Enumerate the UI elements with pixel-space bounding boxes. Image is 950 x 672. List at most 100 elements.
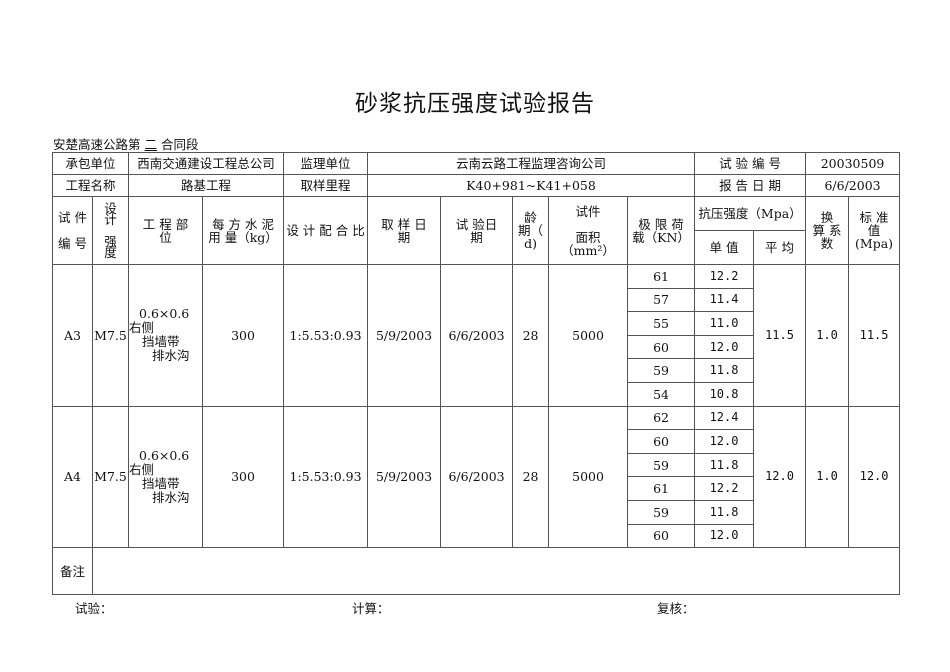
single-strength: 11.4 xyxy=(694,287,755,313)
table-row: 60 12.0 xyxy=(53,334,900,360)
ultimate-load: 60 xyxy=(627,523,696,549)
contractor-label: 承包单位 xyxy=(51,152,130,175)
location-line: 0.6×0.6 xyxy=(139,306,190,322)
specimen-id: A3 xyxy=(52,264,93,407)
header-average: 平 均 xyxy=(753,230,807,265)
single-strength: 11.0 xyxy=(694,311,755,336)
header-test-date: 试 验日 期 xyxy=(440,196,514,265)
ultimate-load: 60 xyxy=(627,429,696,454)
design-grade: M7.5 xyxy=(91,264,130,407)
location-line: 排水沟 xyxy=(152,348,190,364)
project-value: 路基工程 xyxy=(128,174,285,197)
header-mix-ratio: 设 计 配 合 比 xyxy=(283,196,369,265)
header-design-strength: 设 计 强 度 xyxy=(91,196,130,265)
design-grade: M7.5 xyxy=(91,405,130,549)
supervisor-label: 监理单位 xyxy=(283,152,369,175)
report-title: 砂浆抗压强度试验报告 xyxy=(355,91,595,117)
average-strength: 11.5 xyxy=(753,264,807,407)
contractor-value: 西南交通建设工程总公司 xyxy=(128,152,285,175)
location-cell: 0.6×0.6 右侧 挡墙带 排水沟 xyxy=(128,405,204,549)
remarks-label: 备注 xyxy=(52,547,93,596)
ultimate-load: 59 xyxy=(627,358,696,383)
single-strength: 12.0 xyxy=(694,429,755,454)
cement-amount: 300 xyxy=(202,405,285,549)
single-strength: 11.8 xyxy=(694,499,755,525)
mix-ratio: 1:5.53:0.93 xyxy=(283,405,369,549)
table-row: 59 11.8 xyxy=(53,452,900,478)
remarks-value xyxy=(91,547,901,596)
info-row-1: 承包单位 西南交通建设工程总公司 监理单位 云南云路工程监理咨询公司 试 验 编… xyxy=(51,152,901,175)
ultimate-load: 60 xyxy=(627,334,696,360)
test-date: 6/6/2003 xyxy=(440,405,514,549)
sample-date: 5/9/2003 xyxy=(367,264,442,407)
single-strength: 12.4 xyxy=(694,405,755,431)
report-date-label: 报 告 日 期 xyxy=(694,174,807,197)
single-strength: 11.8 xyxy=(694,452,755,478)
table-row: 55 11.0 xyxy=(53,311,900,336)
header-cement: 每 方 水 泥 用 量（kg） xyxy=(202,196,285,265)
ultimate-load: 57 xyxy=(627,287,696,313)
header-row-1: 试 件 编 号 设 计 强 度 工 程 部 位 每 方 水 泥 用 量（kg） … xyxy=(52,196,901,265)
location-line: 右侧 xyxy=(129,320,155,336)
footer-calc: 计算： xyxy=(352,601,390,616)
table-row: 54 10.8 xyxy=(53,381,900,407)
standard-value: 11.5 xyxy=(848,264,901,407)
table-row: 61 12.2 xyxy=(53,476,900,501)
header-single: 单 值 xyxy=(694,230,755,265)
project-label: 工程名称 xyxy=(51,174,130,197)
area: 5000 xyxy=(548,264,629,407)
ultimate-load: 55 xyxy=(627,311,696,336)
mix-ratio: 1:5.53:0.93 xyxy=(283,264,369,407)
area: 5000 xyxy=(548,405,629,549)
location-line: 右侧 xyxy=(129,461,155,477)
average-strength: 12.0 xyxy=(753,405,807,549)
report-date-value: 6/6/2003 xyxy=(805,174,901,197)
header-area: 试件 面积 （mm²） xyxy=(548,196,629,265)
single-strength: 12.0 xyxy=(694,523,755,549)
header-load: 极 限 荷 载（KN） xyxy=(627,196,696,265)
age: 28 xyxy=(512,405,550,549)
header-row-2: 单 值 平 均 xyxy=(53,230,900,265)
ultimate-load: 62 xyxy=(627,405,696,431)
report-table: 承包单位 西南交通建设工程总公司 监理单位 云南云路工程监理咨询公司 试 验 编… xyxy=(51,152,901,596)
table-row: A4 M7.5 0.6×0.6 右侧 挡墙带 排水沟 300 1:5.53:0.93 5/9/2… xyxy=(52,405,901,549)
conversion-factor: 1.0 xyxy=(805,405,850,549)
header-specimen-no: 试 件 编 号 xyxy=(52,196,93,265)
ultimate-load: 61 xyxy=(627,264,696,289)
table-row: 59 11.8 xyxy=(53,499,900,525)
sample-date: 5/9/2003 xyxy=(367,405,442,549)
supervisor-value: 云南云路工程监理咨询公司 xyxy=(367,152,696,175)
test-no-value: 20030509 xyxy=(805,152,901,175)
table-row: 59 11.8 xyxy=(53,358,900,383)
ultimate-load: 61 xyxy=(627,476,696,501)
section-suffix: 合同段 xyxy=(161,137,199,152)
table-row: 60 12.0 xyxy=(53,429,900,454)
location-cell: 0.6×0.6 右侧 挡墙带 排水沟 xyxy=(128,264,204,407)
location-line: 排水沟 xyxy=(152,489,190,505)
location-line: 挡墙带 xyxy=(142,475,180,491)
section-number: 二 xyxy=(144,137,158,152)
remarks-row: 备注 xyxy=(52,547,901,596)
footer-test: 试验： xyxy=(75,601,113,616)
single-strength: 10.8 xyxy=(694,381,755,407)
table-row: 60 12.0 xyxy=(53,523,900,549)
footer-review: 复核： xyxy=(657,601,695,616)
single-strength: 12.2 xyxy=(694,264,755,289)
section-prefix: 安楚高速公路第 xyxy=(53,137,141,152)
ultimate-load: 59 xyxy=(627,452,696,478)
header-factor: 换 算 系 数 xyxy=(805,196,850,265)
test-date: 6/6/2003 xyxy=(440,264,514,407)
mileage-label: 取样里程 xyxy=(283,174,369,197)
header-age: 龄 期（ d) xyxy=(512,196,550,265)
cement-amount: 300 xyxy=(202,264,285,407)
location-line: 挡墙带 xyxy=(142,334,180,350)
standard-value: 12.0 xyxy=(848,405,901,549)
specimen-id: A4 xyxy=(52,405,93,549)
contract-section: 安楚高速公路第二合同段 xyxy=(53,134,199,153)
ultimate-load: 59 xyxy=(627,499,696,525)
header-sample-date: 取 样 日 期 xyxy=(367,196,442,265)
header-strength: 抗压强度（Mpa） xyxy=(694,196,807,231)
header-location: 工 程 部 位 xyxy=(128,196,204,265)
conversion-factor: 1.0 xyxy=(805,264,850,407)
info-row-2: 工程名称 路基工程 取样里程 K40+981~K41+058 报 告 日 期 6… xyxy=(51,174,901,197)
